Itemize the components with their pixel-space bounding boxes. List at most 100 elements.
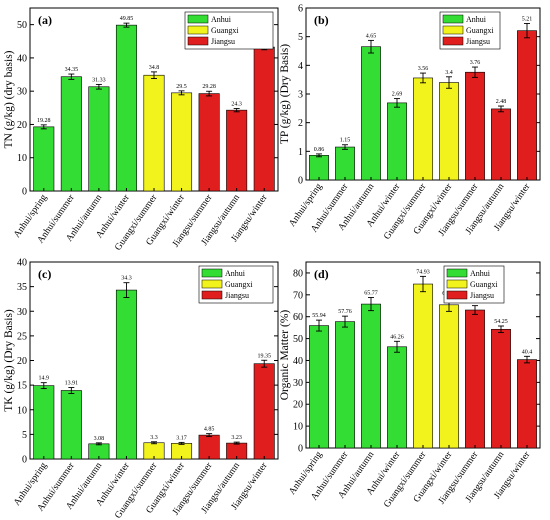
data-label: 3.3: [150, 435, 158, 441]
legend-swatch-jiangsu: [446, 290, 468, 300]
data-label: 55.94: [312, 313, 326, 319]
bar-anhui-spring: [309, 325, 329, 449]
data-label: 40.4: [522, 349, 533, 355]
y-tick-label: 15: [17, 381, 27, 392]
panel-label: (c): [38, 267, 51, 281]
data-label: 34.3: [121, 276, 132, 282]
data-label: 57.76: [338, 309, 352, 315]
legend-swatch-anhui: [187, 14, 209, 24]
y-tick-label: 80: [293, 268, 303, 279]
bar-jiangsu-autumn: [491, 328, 511, 449]
legend-swatch-anhui: [446, 268, 468, 278]
bar-guangxi-winter: [439, 304, 459, 449]
legend: Anhui Guangxi Jiangsu: [184, 11, 274, 50]
y-tick-label: 20: [17, 356, 27, 367]
bar-guangxi-summer: [413, 77, 433, 181]
y-tick-label: 5: [22, 430, 27, 441]
y-tick-label: 0: [22, 455, 27, 466]
data-label: 49.85: [120, 16, 134, 22]
data-label: 3.23: [231, 435, 242, 441]
data-label: 0.86: [314, 147, 325, 153]
bar-anhui-winter: [115, 24, 137, 192]
y-tick-label: 6: [298, 4, 303, 15]
data-label: 19.35: [257, 353, 271, 359]
y-axis-label: TN (g/kg) (dry basis): [3, 50, 15, 148]
data-label: 2.48: [496, 99, 507, 105]
data-label: 5.21: [522, 16, 533, 22]
bar-anhui-winter: [115, 289, 137, 460]
y-tick-label: 4: [298, 61, 303, 72]
y-tick-label: 10: [17, 405, 27, 416]
y-tick-label: 0: [298, 176, 303, 187]
y-axis-label: TP (g/kg) (Dry Basis): [279, 44, 291, 144]
data-label: 4.85: [204, 427, 215, 433]
data-label: 31.33: [92, 77, 106, 83]
bar-anhui-autumn: [88, 86, 110, 192]
data-label: 29.28: [202, 84, 216, 90]
y-tick-label: 10: [17, 153, 27, 164]
legend-swatch-jiangsu: [442, 36, 464, 46]
legend-label: Anhui: [225, 269, 246, 278]
y-tick-label: 0: [298, 444, 303, 455]
data-label: 65.77: [364, 291, 378, 297]
legend-label: Guangxi: [470, 280, 498, 289]
y-tick-label: 40: [17, 258, 27, 269]
bar-jiangsu-winter: [517, 30, 537, 181]
data-label: 24.3: [231, 101, 242, 107]
data-label: 3.17: [176, 435, 187, 441]
data-label: 34.35: [65, 67, 79, 73]
legend-label: Guangxi: [211, 26, 239, 35]
data-label: 19.28: [37, 118, 51, 124]
y-tick-label: 0: [22, 187, 27, 198]
bar-anhui-summer: [335, 321, 355, 449]
bar-guangxi-winter: [439, 82, 459, 181]
legend-label: Jiangsu: [470, 291, 494, 300]
y-tick-label: 25: [17, 331, 27, 342]
legend-label: Jiangsu: [225, 291, 249, 300]
chart-panel-4: 0 10 20 30 40 50 60 70 80 Organic Matter (%) (d) 55…: [279, 261, 541, 510]
y-tick-label: 5: [298, 32, 303, 43]
y-tick-label: 50: [17, 20, 27, 31]
data-label: 2.69: [392, 92, 403, 98]
y-tick-label: 30: [17, 307, 27, 318]
legend-label: Jiangsu: [211, 37, 235, 46]
y-tick-label: 40: [293, 356, 303, 367]
y-axis-label: TK (g/kg) (Dry Basis): [3, 309, 15, 412]
bar-anhui-autumn: [361, 46, 381, 181]
legend-label: Guangxi: [225, 280, 253, 289]
data-label: 13.91: [65, 381, 79, 387]
y-tick-label: 20: [17, 120, 27, 131]
legend: Anhui Guangxi Jiangsu: [198, 265, 274, 304]
y-tick-label: 1: [298, 147, 303, 158]
data-label: 74.93: [416, 269, 430, 275]
bar-jiangsu-summer: [198, 93, 220, 192]
y-tick-label: 2: [298, 118, 303, 129]
data-label: 3.76: [470, 60, 481, 66]
bar-guangxi-summer: [143, 74, 165, 192]
data-label: 4.65: [366, 33, 377, 39]
bar-jiangsu-autumn: [226, 109, 248, 192]
y-tick-label: 40: [17, 53, 27, 64]
panel-label: (b): [314, 13, 329, 27]
data-label: 3.56: [418, 66, 429, 72]
bar-jiangsu-summer: [465, 309, 485, 449]
legend-swatch-guangxi: [201, 279, 223, 289]
data-label: 54.25: [494, 319, 508, 325]
y-tick-label: 30: [17, 87, 27, 98]
data-label: 29.5: [176, 84, 187, 90]
bar-jiangsu-winter: [253, 363, 275, 460]
bar-anhui-summer: [335, 146, 355, 181]
legend-swatch-guangxi: [446, 279, 468, 289]
bar-anhui-spring: [309, 155, 329, 181]
bar-jiangsu-winter: [517, 359, 537, 449]
legend: Anhui Guangxi Jiangsu: [439, 11, 501, 50]
data-label: 34.8: [149, 65, 160, 71]
y-tick-label: 10: [293, 422, 303, 433]
legend-swatch-anhui: [201, 268, 223, 278]
bar-anhui-summer: [60, 76, 82, 192]
y-tick-label: 3: [298, 90, 303, 101]
bar-guangxi-winter: [171, 92, 193, 192]
data-label: 3.08: [94, 436, 105, 442]
bar-guangxi-summer: [413, 283, 433, 449]
